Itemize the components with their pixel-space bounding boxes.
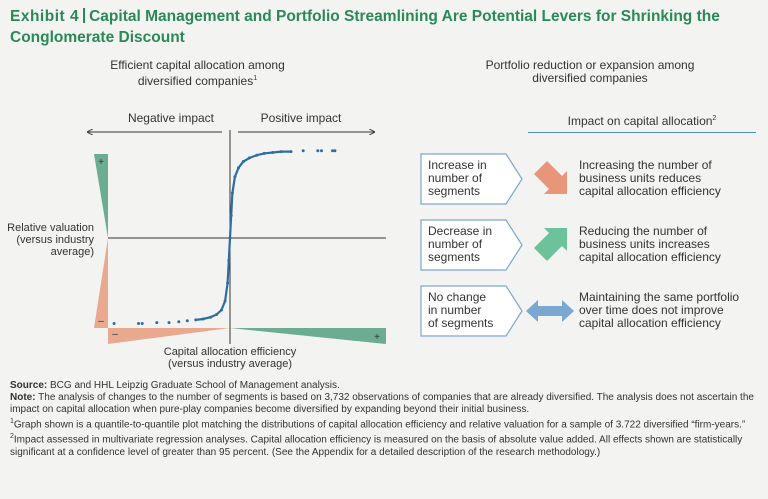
qq-data-point <box>248 156 251 160</box>
qq-data-point <box>230 191 234 195</box>
qq-data-point <box>227 259 231 262</box>
qq-data-point <box>112 322 116 325</box>
left-heading-footnote: 1 <box>253 75 258 82</box>
y-plus-tick: + <box>98 157 104 168</box>
source-notes: Source: BCG and HHL Leipzig Graduate Sch… <box>10 380 758 459</box>
x-axis-label-line2: (versus industry average) <box>167 358 293 370</box>
impact-description: Increasing the number of business units … <box>579 158 721 198</box>
qq-data-point <box>262 151 266 155</box>
row-increase-segments: Increase in number of segments Increasin… <box>420 153 760 205</box>
exhibit-title: Exhibit 4 Capital Management and Portfoli… <box>10 6 760 48</box>
qq-data-point <box>233 175 237 179</box>
qq-data-point <box>255 153 259 157</box>
qq-data-point <box>137 322 140 325</box>
qq-data-point <box>331 149 334 153</box>
exhibit-heading: Capital Management and Portfolio Streaml… <box>10 8 720 46</box>
segment-change-label: No change in number of segments <box>428 290 494 330</box>
x-axis-label-line1: Capital allocation efficiency <box>163 346 297 358</box>
left-heading-line2: diversified companies1 <box>137 74 258 88</box>
qq-data-point <box>215 313 219 316</box>
y-axis-label-line2: (versus industry <box>16 234 94 246</box>
qq-data-point <box>289 150 293 154</box>
impact-description: Maintaining the same portfolio over time… <box>579 290 740 330</box>
segment-change-label: Increase in number of segments <box>428 158 487 198</box>
qq-data-point <box>185 319 189 323</box>
segment-change-box <box>420 285 523 337</box>
qq-data-point <box>155 321 159 325</box>
impact-description: Reducing the number of business units in… <box>579 224 721 264</box>
arrow-down-right-icon <box>534 161 567 194</box>
qq-data-point <box>229 214 233 217</box>
qq-data-point <box>228 236 232 240</box>
row-decrease-segments: Decrease in number of segments Reducing … <box>420 219 760 271</box>
y-axis-positive-wedge <box>94 154 108 238</box>
y-axis-label: Relative valuation (versus industry aver… <box>2 222 94 258</box>
right-heading-line2: diversified companies <box>532 71 648 85</box>
qq-data-point <box>320 149 323 153</box>
qq-data-point <box>194 318 198 322</box>
arrow-up-right-icon <box>534 228 567 261</box>
qq-data-point <box>167 321 171 325</box>
segment-change-box <box>420 153 523 205</box>
qq-data-point <box>226 281 230 285</box>
note-line: Note: The analysis of changes to the num… <box>10 392 754 415</box>
right-panel-heading: Portfolio reduction or expansion among d… <box>445 59 735 85</box>
qq-data-point <box>316 149 320 153</box>
y-minus-tick: – <box>98 316 104 327</box>
negative-impact-label: Negative impact <box>128 111 215 125</box>
footnote-1: 1Graph shown is a quantile-to-quantile p… <box>10 418 746 431</box>
x-axis-negative-wedge <box>108 328 230 344</box>
qq-plot-chart: Negative impact Positive impact + – – + <box>0 111 386 344</box>
impact-header-footnote: 2 <box>712 115 717 122</box>
title-separator <box>83 8 86 23</box>
x-axis-positive-wedge <box>230 328 386 344</box>
right-heading-line1: Portfolio reduction or expansion among <box>485 58 695 72</box>
qq-data-point <box>201 317 205 321</box>
y-axis-label-line1: Relative valuation <box>7 222 94 234</box>
qq-data-point <box>223 299 227 303</box>
row-no-change-segments: No change in number of segments Maintain… <box>420 285 760 337</box>
qq-data-point <box>140 322 144 325</box>
source-line: Source: BCG and HHL Leipzig Graduate Sch… <box>10 380 340 391</box>
x-plus-tick: + <box>374 332 380 343</box>
qq-data-point <box>209 315 212 319</box>
arrow-left-right-icon <box>526 300 574 322</box>
left-panel-heading: Efficient capital allocation among diver… <box>70 59 325 88</box>
qq-data-point <box>279 150 283 154</box>
y-axis-negative-wedge <box>94 238 108 328</box>
left-heading-line1: Efficient capital allocation among <box>110 58 285 72</box>
qq-data-point <box>237 166 240 170</box>
impact-header: Impact on capital allocation2 <box>567 114 717 128</box>
qq-curve-line <box>195 150 291 321</box>
qq-data-point <box>333 149 337 153</box>
qq-data-point <box>220 308 223 312</box>
segment-change-label: Decrease in number of segments <box>428 224 493 264</box>
qq-data-point <box>301 149 305 153</box>
qq-data-point <box>241 160 245 163</box>
x-minus-tick: – <box>112 329 118 340</box>
y-axis-label-line3: average) <box>50 246 94 258</box>
qq-data-point <box>177 320 181 324</box>
exhibit-number: Exhibit 4 <box>10 8 80 25</box>
qq-curve-layer <box>112 149 337 325</box>
qq-data-point <box>271 151 275 154</box>
segment-change-box <box>420 219 523 271</box>
positive-impact-label: Positive impact <box>261 111 342 125</box>
impact-header-rule <box>528 132 756 133</box>
footnote-2: 2Impact assessed in multivariate regress… <box>10 433 743 458</box>
x-axis-label: Capital allocation efficiency (versus in… <box>120 346 340 370</box>
